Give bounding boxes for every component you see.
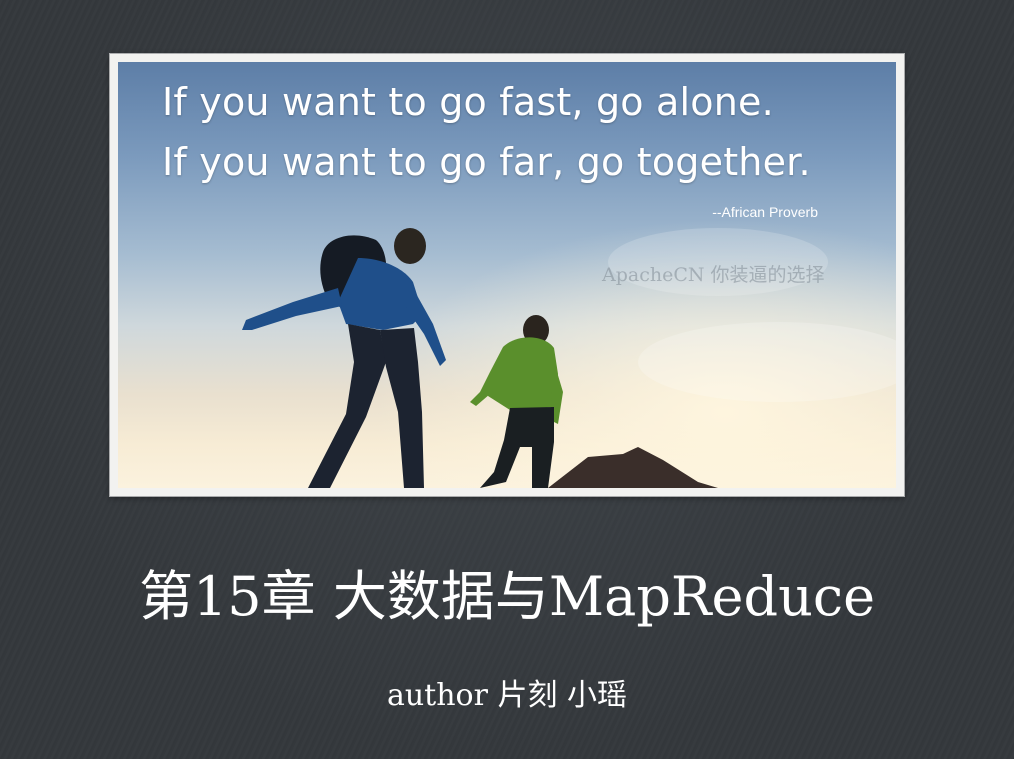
watermark: ApacheCN 你装逼的选择 <box>602 264 825 286</box>
quote-line-2: If you want to go far, go together. <box>162 140 811 184</box>
hiker-green <box>470 315 563 488</box>
hikers-photo: If you want to go fast, go alone. If you… <box>118 62 896 488</box>
quote-attribution: --African Proverb <box>712 204 818 220</box>
slide-author: author 片刻 小瑶 <box>386 678 628 713</box>
photo-frame: If you want to go fast, go alone. If you… <box>110 54 904 496</box>
slide-title: 第15章 大数据与MapReduce <box>138 565 876 628</box>
hiker-blue <box>242 228 446 488</box>
hikers-illustration <box>118 62 896 488</box>
quote-line-1: If you want to go fast, go alone. <box>162 80 774 124</box>
